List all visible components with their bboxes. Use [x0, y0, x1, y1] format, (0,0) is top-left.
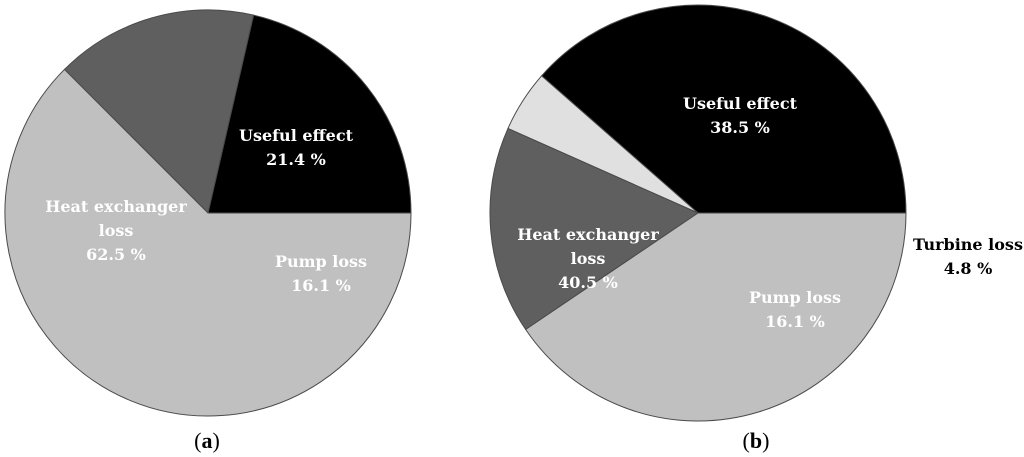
pie-chart-b: Useful effect 38.5 % Turbine loss 4.8 % Pump… — [489, 4, 1023, 422]
slice-value-useful-effect: 21.4 % — [266, 150, 326, 169]
panel-label-a-letter: a — [202, 428, 213, 453]
panel-label-b-letter: b — [750, 428, 762, 453]
slice-value-heat-exchanger-loss: 40.5 % — [558, 273, 618, 292]
slice-label-heat-exchanger-loss: Heat exchanger — [517, 225, 659, 244]
pie-slice-useful-effect — [207, 14, 412, 214]
slice-label-useful-effect: Useful effect — [239, 126, 354, 145]
slice-label-heat-exchanger-loss: loss — [571, 249, 606, 268]
slice-value-pump-loss: 16.1 % — [291, 276, 351, 295]
slice-value-heat-exchanger-loss: 62.5 % — [86, 245, 146, 264]
slice-value-useful-effect: 38.5 % — [710, 118, 770, 137]
pie-slice-pump-loss — [63, 9, 255, 214]
slice-label-heat-exchanger-loss: Heat exchanger — [45, 197, 187, 216]
slice-value-turbine-loss: 4.8 % — [944, 259, 993, 278]
pie-slice-pump-loss — [489, 127, 700, 331]
slice-value-pump-loss: 16.1 % — [765, 312, 825, 331]
slice-label-pump-loss: Pump loss — [275, 252, 367, 271]
pie-chart-a: Useful effect 21.4 % Pump loss 16.1 % Heat e… — [4, 9, 412, 417]
slice-label-turbine-loss: Turbine loss — [913, 235, 1023, 254]
slice-label-pump-loss: Pump loss — [749, 288, 841, 307]
pie-slice-heat-exchanger-loss — [524, 212, 907, 422]
slice-label-useful-effect: Useful effect — [683, 94, 798, 113]
panel-label-a: (a) — [194, 428, 220, 453]
pie-slice-useful-effect — [540, 4, 907, 214]
slice-label-heat-exchanger-loss: loss — [99, 221, 134, 240]
panel-label-b: (b) — [743, 428, 770, 453]
pie-slice-heat-exchanger-loss — [4, 68, 412, 417]
